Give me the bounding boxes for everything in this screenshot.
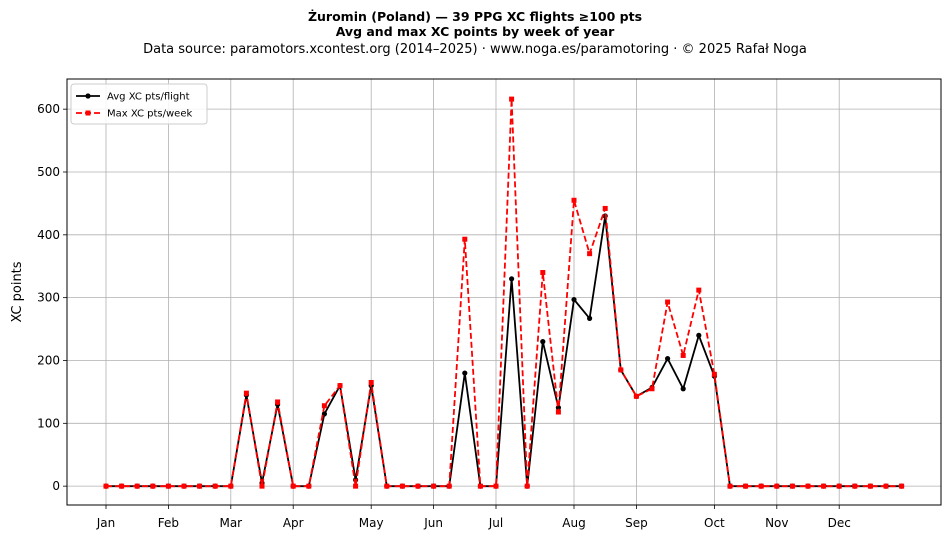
max-data-point (134, 483, 140, 489)
chart-title-line1: Żuromin (Poland) — 39 PPG XC flights ≥10… (307, 9, 643, 24)
max-data-point (602, 205, 608, 211)
x-tick-label: May (359, 516, 384, 530)
max-data-point (150, 483, 156, 489)
chart-subtitle: Data source: paramotors.xcontest.org (20… (143, 42, 807, 57)
max-data-point (524, 483, 530, 489)
max-data-point (727, 483, 733, 489)
max-data-point (743, 483, 749, 489)
y-tick-label: 100 (37, 416, 60, 430)
max-data-point (259, 483, 265, 489)
series-layer (103, 96, 905, 489)
chart-titles: Żuromin (Poland) — 39 PPG XC flights ≥10… (0, 9, 950, 59)
max-data-point (399, 483, 405, 489)
avg-data-point (665, 356, 671, 362)
avg-data-point (696, 332, 702, 338)
avg-data-point (680, 386, 686, 392)
max-data-point (587, 251, 593, 257)
y-axis-ticks: 0 100 200 300 400 500 600 (37, 102, 67, 493)
max-data-point (509, 96, 515, 102)
max-data-point (696, 287, 702, 293)
x-tick-label: Oct (704, 516, 725, 530)
max-data-point (633, 393, 639, 399)
max-data-point (446, 483, 452, 489)
y-tick-label: 300 (37, 291, 60, 305)
avg-series-line (106, 215, 902, 488)
x-tick-label: Jan (96, 516, 116, 530)
max-data-point (165, 483, 171, 489)
max-series-line (106, 98, 902, 488)
max-data-point (306, 483, 312, 489)
max-data-point (275, 399, 281, 405)
max-data-point (649, 386, 655, 392)
max-data-point (555, 409, 561, 415)
max-data-point (212, 483, 218, 489)
max-data-point (758, 483, 764, 489)
legend: Avg XC pts/flight Max XC pts/week (70, 83, 208, 125)
x-tick-label: Mar (219, 516, 242, 530)
y-axis-label: XC points (10, 261, 25, 322)
max-data-point (462, 236, 468, 242)
legend-swatch-marker (85, 110, 91, 116)
legend-label: Avg XC pts/flight (107, 92, 190, 103)
max-data-point (368, 379, 374, 385)
max-data-point (290, 483, 296, 489)
max-data-point (821, 483, 827, 489)
max-data-point (353, 483, 359, 489)
y-tick-label: 0 (52, 479, 60, 493)
max-data-point (665, 299, 671, 305)
max-data-point (415, 483, 421, 489)
max-data-point (384, 483, 390, 489)
y-tick-label: 600 (37, 102, 60, 116)
max-data-point (805, 483, 811, 489)
legend-swatch-marker (85, 93, 91, 99)
avg-data-point (509, 276, 515, 282)
x-tick-label: Feb (158, 516, 179, 530)
max-data-point (540, 270, 546, 276)
y-tick-label: 500 (37, 165, 60, 179)
max-data-point (337, 383, 343, 389)
x-tick-label: Sep (625, 516, 648, 530)
chart-title-line2: Avg and max XC points by week of year (335, 24, 615, 39)
max-data-point (711, 371, 717, 377)
max-data-point (181, 483, 187, 489)
max-data-point (431, 483, 437, 489)
y-tick-label: 200 (37, 353, 60, 367)
x-axis-ticks: Jan Feb Mar Apr May Jun Jul Aug Sep Oct Nov Dec (96, 505, 851, 530)
x-tick-label: Jul (488, 516, 503, 530)
max-data-point (119, 483, 125, 489)
max-data-point (899, 483, 905, 489)
max-data-point (228, 483, 234, 489)
max-data-point (321, 403, 327, 409)
max-data-point (883, 483, 889, 489)
max-data-point (618, 367, 624, 373)
avg-data-point (462, 370, 468, 376)
avg-data-point (571, 296, 577, 303)
max-data-point (197, 483, 203, 489)
legend-box (70, 83, 208, 125)
max-data-point (571, 197, 577, 203)
legend-label: Max XC pts/week (107, 109, 192, 120)
max-data-point (103, 483, 109, 489)
avg-data-point (587, 315, 593, 321)
plot-frame (66, 78, 942, 506)
x-tick-label: Jun (423, 516, 443, 530)
max-data-point (852, 483, 858, 489)
x-tick-label: Aug (562, 516, 585, 530)
avg-data-point (540, 339, 546, 345)
max-data-point (836, 483, 842, 489)
max-data-point (243, 390, 249, 396)
max-data-point (789, 483, 795, 489)
max-data-point (493, 483, 499, 489)
max-data-point (867, 483, 873, 489)
max-data-point (477, 483, 483, 489)
x-tick-label: Apr (283, 516, 304, 530)
max-data-point (774, 483, 780, 489)
x-tick-label: Dec (828, 516, 851, 530)
max-data-point (680, 352, 686, 358)
y-tick-label: 400 (37, 228, 60, 242)
x-tick-label: Nov (765, 516, 788, 530)
